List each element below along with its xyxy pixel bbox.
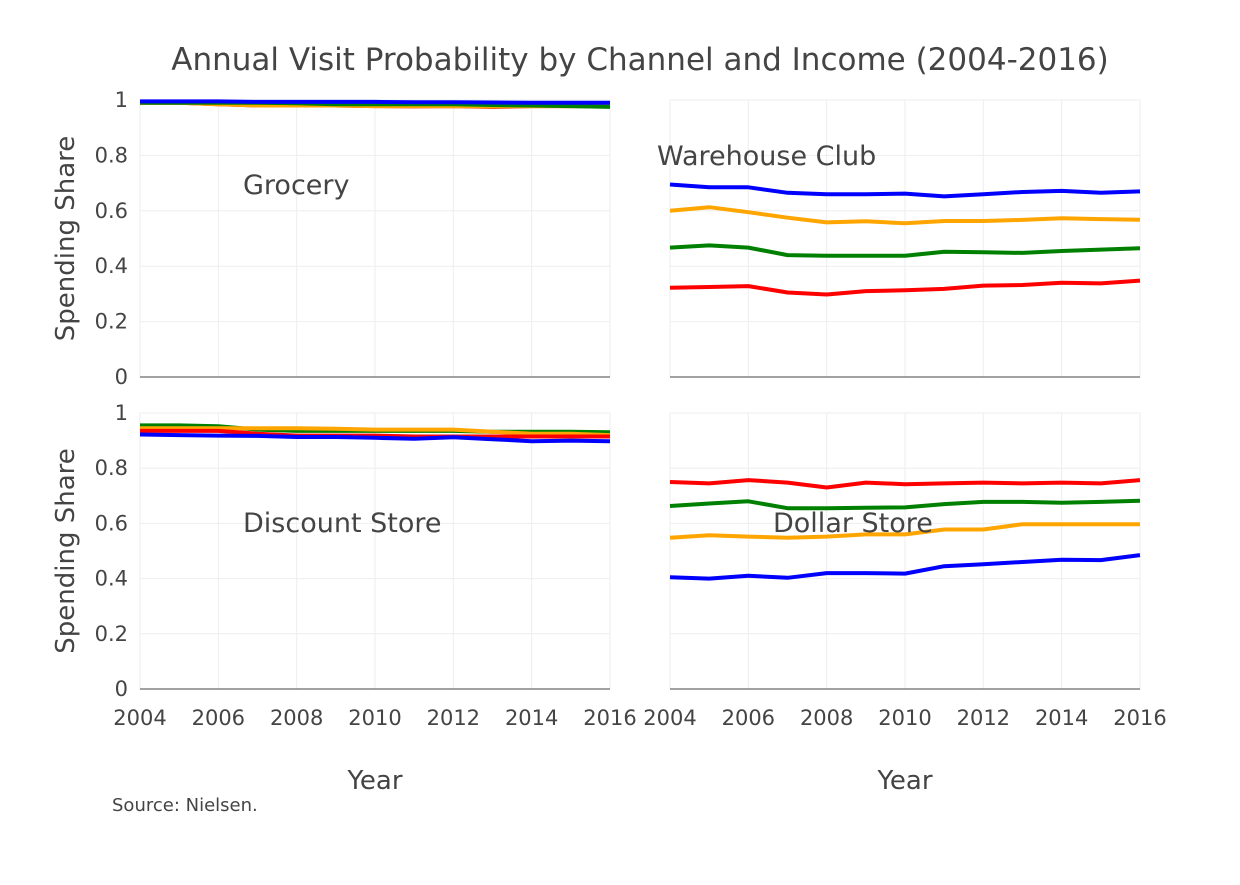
- series-line-red: [669, 278, 1141, 297]
- chart-title: Annual Visit Probability by Channel and …: [171, 42, 1109, 78]
- x-tick-label: 2006: [722, 706, 775, 730]
- series-line-blue: [669, 553, 1141, 581]
- series-line-red: [669, 478, 1141, 490]
- panel-dollar-store: Dollar Store 2004 2006 2008 2010 2012 2014 2016…: [643, 412, 1167, 796]
- panel-label: Discount Store: [243, 508, 441, 539]
- x-tick-label: 2012: [957, 706, 1010, 730]
- y-axis-title: Spending Share: [51, 448, 81, 654]
- x-tick-label: 2010: [878, 706, 931, 730]
- y-tick-label: 0.6: [95, 199, 128, 223]
- panels-layer: Grocery 0 0.2 0.4 0.6 0.8 1 Spending Share Wareh…: [51, 88, 1167, 796]
- series-line-orange: [669, 205, 1141, 226]
- y-tick-label: 1: [115, 88, 128, 112]
- x-axis-title: Year: [346, 766, 402, 796]
- series-line-green: [669, 498, 1141, 511]
- x-tick-label: 2016: [583, 706, 636, 730]
- y-tick-label: 0.8: [95, 143, 128, 167]
- x-tick-label: 2016: [1113, 706, 1166, 730]
- panel-label: Dollar Store: [773, 508, 933, 539]
- y-tick-label: 0.6: [95, 511, 128, 535]
- source-note: Source: Nielsen.: [112, 795, 258, 816]
- y-tick-label: 0.8: [95, 456, 128, 480]
- x-tick-label: 2008: [800, 706, 853, 730]
- x-tick-label: 2014: [1035, 706, 1088, 730]
- x-tick-label: 2012: [427, 706, 480, 730]
- series-line-blue: [669, 182, 1141, 199]
- panel-discount-store: Discount Store 0 0.2 0.4 0.6 0.8 1 Spending Sha…: [51, 401, 637, 796]
- panel-label: Grocery: [243, 170, 350, 201]
- series-line-blue: [139, 432, 611, 444]
- y-tick-label: 0: [115, 677, 128, 701]
- series-line-green: [669, 243, 1141, 258]
- series-line-orange: [669, 522, 1140, 540]
- panel-label: Warehouse Club: [657, 141, 876, 172]
- y-tick-label: 0.2: [95, 622, 128, 646]
- series-line-blue: [140, 99, 610, 105]
- x-tick-label: 2008: [270, 706, 323, 730]
- y-tick-label: 0.2: [95, 310, 128, 334]
- x-tick-label: 2006: [192, 706, 245, 730]
- panel-warehouse-club: Warehouse Club: [657, 99, 1141, 378]
- series-line-orange: [140, 426, 611, 438]
- x-tick-label: 2004: [643, 706, 696, 730]
- y-tick-label: 1: [115, 401, 128, 425]
- y-tick-label: 0.4: [95, 254, 128, 278]
- y-tick-label: 0: [115, 365, 128, 389]
- y-axis-title: Spending Share: [51, 136, 81, 342]
- panel-grocery: Grocery 0 0.2 0.4 0.6 0.8 1 Spending Share: [51, 88, 611, 389]
- series-line-red: [140, 428, 610, 439]
- x-tick-label: 2014: [505, 706, 558, 730]
- x-axis-title: Year: [876, 766, 932, 796]
- x-tick-label: 2004: [113, 706, 166, 730]
- y-tick-label: 0.4: [95, 567, 128, 591]
- x-tick-label: 2010: [348, 706, 401, 730]
